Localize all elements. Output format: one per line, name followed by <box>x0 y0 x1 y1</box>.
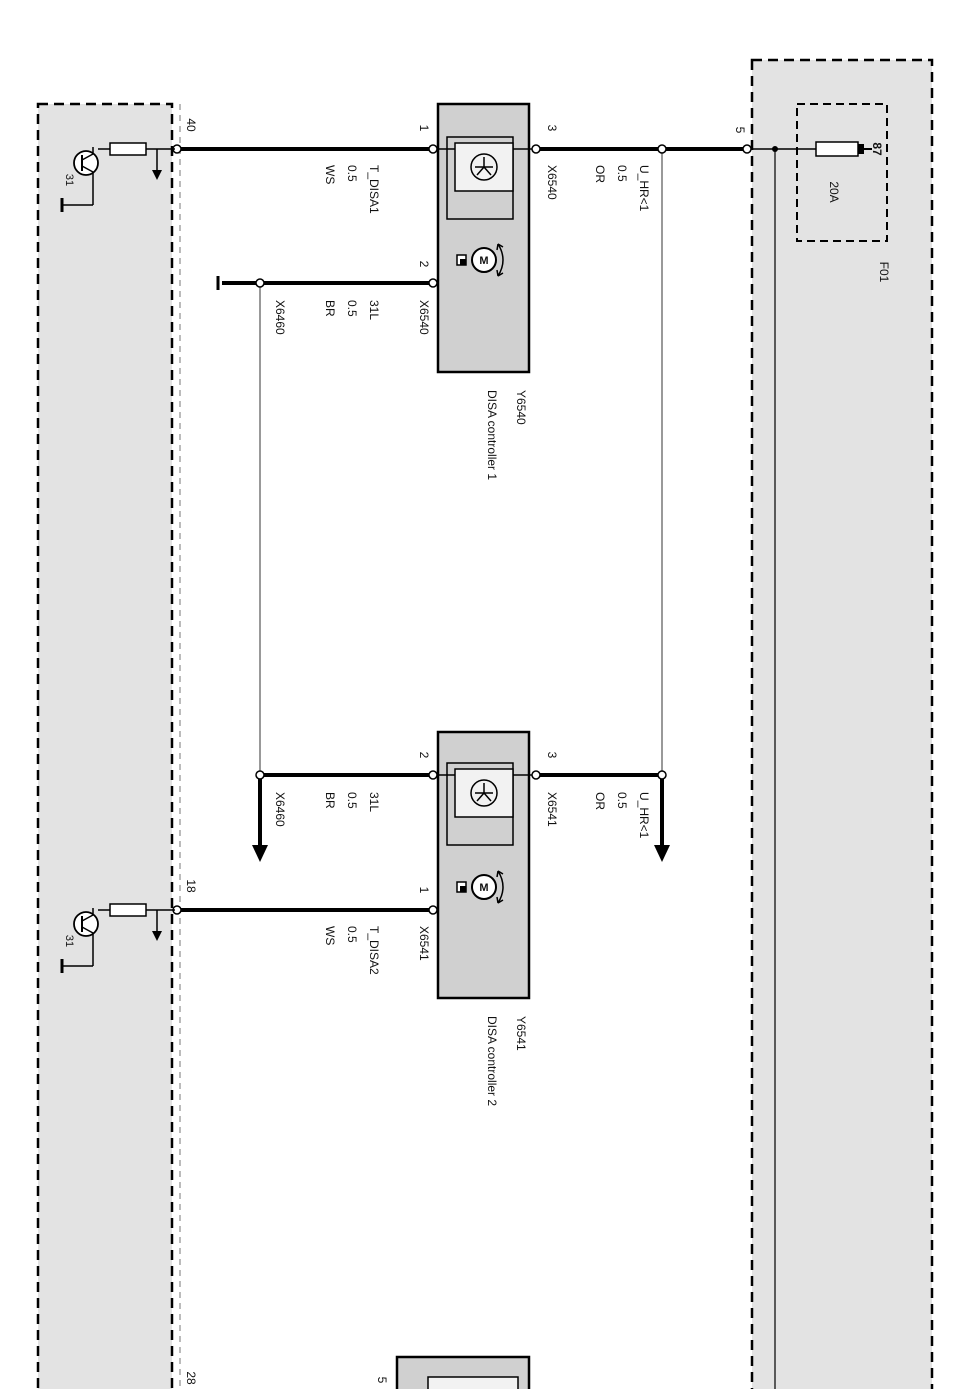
svg-text:U_HR<1: U_HR<1 <box>637 792 651 839</box>
splice-icon <box>657 144 667 154</box>
controller-2-wire-pin3-spec: U_HR<1 0.5 OR <box>593 792 651 839</box>
svg-text:0.5: 0.5 <box>345 792 359 809</box>
arrow-down-icon <box>152 931 162 941</box>
svg-text:OR: OR <box>593 792 607 810</box>
module-pin-28: 28 <box>184 1371 198 1385</box>
junction-icon <box>772 146 778 152</box>
ground-connector-label: X6460 <box>273 792 287 827</box>
controller-2-pin-1: 1 <box>417 887 431 894</box>
controller-2-name: DISA controller 2 <box>485 1016 499 1106</box>
splice-icon <box>255 278 265 288</box>
fuse-rating-label: 20A <box>827 181 841 202</box>
svg-text:U_HR<1: U_HR<1 <box>637 165 651 212</box>
splice-icon <box>255 770 265 780</box>
fuse-terminal-icon <box>858 144 864 154</box>
svg-text:31L: 31L <box>367 300 381 320</box>
controller-1-connector-pin3: X6540 <box>545 165 559 200</box>
controller-2-connector-pin1: X6541 <box>417 926 431 961</box>
svg-text:0.5: 0.5 <box>615 792 629 809</box>
fuse-f01-outline <box>796 103 888 242</box>
ground-label: 31 <box>63 174 75 186</box>
svg-text:T_DISA1: T_DISA1 <box>367 165 381 214</box>
fuse-icon <box>815 141 859 157</box>
svg-text:0.5: 0.5 <box>345 300 359 317</box>
arrow-down-icon <box>252 845 268 862</box>
wires <box>172 144 816 915</box>
disa-controller-2: 2 1 3 X6541 X6541 Y6541 DISA controller … <box>273 730 651 1106</box>
disa-controller-1: 1 2 3 X6540 X6540 Y6540 DISA controller … <box>273 102 651 480</box>
controller-1-id: Y6540 <box>514 390 528 425</box>
resistor-icon <box>109 903 147 917</box>
ground-label: 31 <box>63 935 75 947</box>
controller-3-partial: 5 <box>375 1355 531 1389</box>
pin-terminal-icon <box>531 144 541 154</box>
driver-transistor-1: 31 40 <box>60 118 198 212</box>
controller-1-wire-pin3-spec: U_HR<1 0.5 OR <box>593 165 651 212</box>
svg-text:0.5: 0.5 <box>615 165 629 182</box>
controller-1-pin-3: 3 <box>545 125 559 132</box>
driver-transistor-2: 31 18 <box>60 879 198 973</box>
svg-text:WS: WS <box>323 165 337 184</box>
resistor-icon <box>109 142 147 156</box>
fuse-id-label: F01 <box>877 262 891 283</box>
module-pin-40: 40 <box>184 118 198 132</box>
pin-terminal-icon <box>428 770 438 780</box>
controller-1-wire-pin2-spec: 31L 0.5 BR <box>323 300 381 320</box>
svg-text:BR: BR <box>323 300 337 317</box>
controller-2-pin-2: 2 <box>417 752 431 759</box>
pin-terminal-icon <box>742 144 752 154</box>
svg-text:WS: WS <box>323 926 337 945</box>
arrow-down-icon <box>654 845 670 862</box>
ground-connector-label: X6460 <box>273 300 287 335</box>
splice-icon <box>657 770 667 780</box>
controller-1-name: DISA controller 1 <box>485 390 499 480</box>
pin-terminal-icon <box>428 278 438 288</box>
controller-1-pin-1: 1 <box>417 125 431 132</box>
module-pin-18: 18 <box>184 879 198 893</box>
control-module-outline <box>36 102 174 1389</box>
controller-2-connector-pin3: X6541 <box>545 792 559 827</box>
control-module-panel <box>36 102 181 1389</box>
pin-terminal-icon <box>428 144 438 154</box>
svg-text:31L: 31L <box>367 792 381 812</box>
pin-terminal-icon <box>428 905 438 915</box>
svg-text:0.5: 0.5 <box>345 165 359 182</box>
controller-2-id: Y6541 <box>514 1016 528 1051</box>
svg-text:T_DISA2: T_DISA2 <box>367 926 381 975</box>
controller-1-wire-pin1-spec: T_DISA1 0.5 WS <box>323 165 381 214</box>
svg-text:OR: OR <box>593 165 607 183</box>
pin-terminal-icon <box>531 770 541 780</box>
svg-text:BR: BR <box>323 792 337 809</box>
arrow-down-icon <box>152 170 162 180</box>
controller-1-connector-pin2: X6540 <box>417 300 431 335</box>
controller-2-wire-pin1-spec: T_DISA2 0.5 WS <box>323 926 381 975</box>
controller-2-pin-3: 3 <box>545 752 559 759</box>
fuse-box-pin-5: 5 <box>733 127 747 134</box>
fuse-box-outline <box>750 58 934 1389</box>
controller-1-pin-2: 2 <box>417 261 431 268</box>
controller-2-wire-pin2-spec: 31L 0.5 BR <box>323 792 381 812</box>
fuse-pin-label: 87 <box>870 142 884 156</box>
svg-text:0.5: 0.5 <box>345 926 359 943</box>
controller-3-pin-5: 5 <box>375 1377 389 1384</box>
fuse-box-panel: 87 20A F01 5 <box>733 58 934 1389</box>
